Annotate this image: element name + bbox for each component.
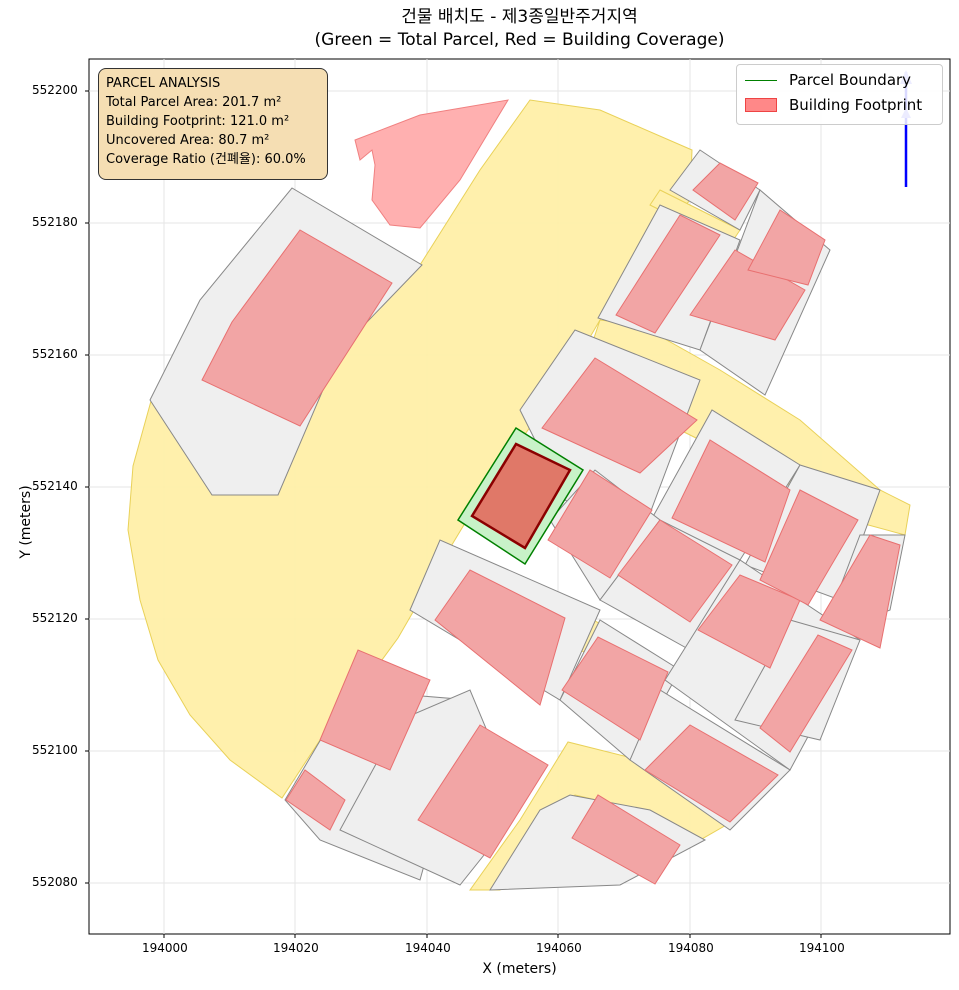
- building: [759, 634, 853, 753]
- building: [285, 769, 346, 831]
- building: [615, 214, 721, 334]
- building: [547, 469, 653, 579]
- info-total-area: Total Parcel Area: 201.7 m²: [106, 95, 282, 110]
- x-tick-label: 194100: [799, 941, 845, 955]
- y-tick-label: 552120: [32, 611, 78, 625]
- building-swatch: [745, 98, 777, 112]
- legend-label-building: Building Footprint: [789, 96, 923, 114]
- target-building-footprint: [470, 442, 572, 550]
- building: [541, 357, 698, 474]
- info-heading: PARCEL ANALYSIS: [106, 76, 221, 91]
- building: [692, 162, 759, 221]
- parcel-line-swatch: [745, 79, 777, 81]
- parcel-analysis-box: PARCEL ANALYSIS Total Parcel Area: 201.7…: [98, 68, 328, 180]
- tick-marks: [85, 90, 822, 938]
- building: [434, 569, 566, 706]
- legend-item-parcel: Parcel Boundary: [745, 71, 911, 89]
- info-coverage-ratio: Coverage Ratio (건폐율): 60.0%: [106, 152, 306, 167]
- road-main-diagonal: [127, 99, 693, 799]
- legend: Parcel Boundary Building Footprint: [736, 64, 943, 125]
- y-tick-label: 552160: [32, 347, 78, 361]
- x-tick-label: 194060: [536, 941, 582, 955]
- building-north-blob: [354, 99, 509, 229]
- y-tick-label: 552140: [32, 479, 78, 493]
- building: [617, 519, 733, 623]
- x-axis-label: X (meters): [482, 961, 557, 977]
- x-tick-label: 194000: [142, 941, 188, 955]
- y-tick-label: 552180: [32, 215, 78, 229]
- building: [689, 249, 806, 341]
- y-tick-label: 552080: [32, 875, 78, 889]
- building: [417, 724, 549, 859]
- x-tick-label: 194080: [668, 941, 714, 955]
- building: [759, 489, 859, 606]
- building: [561, 636, 669, 741]
- y-axis-label: Y (meters): [18, 485, 34, 559]
- building: [819, 534, 901, 649]
- building: [201, 229, 393, 427]
- building: [644, 724, 779, 823]
- x-tick-label: 194020: [273, 941, 319, 955]
- info-uncovered: Uncovered Area: 80.7 m²: [106, 133, 270, 148]
- title-line2: (Green = Total Parcel, Red = Building Co…: [314, 30, 725, 50]
- buildings: [201, 99, 901, 885]
- y-tick-label: 552200: [32, 83, 78, 97]
- legend-label-parcel: Parcel Boundary: [789, 71, 912, 89]
- building: [571, 794, 681, 885]
- title-line1: 건물 배치도 - 제3종일반주거지역: [401, 7, 638, 27]
- building: [319, 649, 431, 771]
- y-tick-label: 552100: [32, 743, 78, 757]
- x-tick-label: 194040: [405, 941, 451, 955]
- building: [671, 439, 791, 563]
- info-footprint: Building Footprint: 121.0 m²: [106, 114, 290, 129]
- building: [747, 209, 826, 286]
- legend-item-building: Building Footprint: [745, 96, 922, 114]
